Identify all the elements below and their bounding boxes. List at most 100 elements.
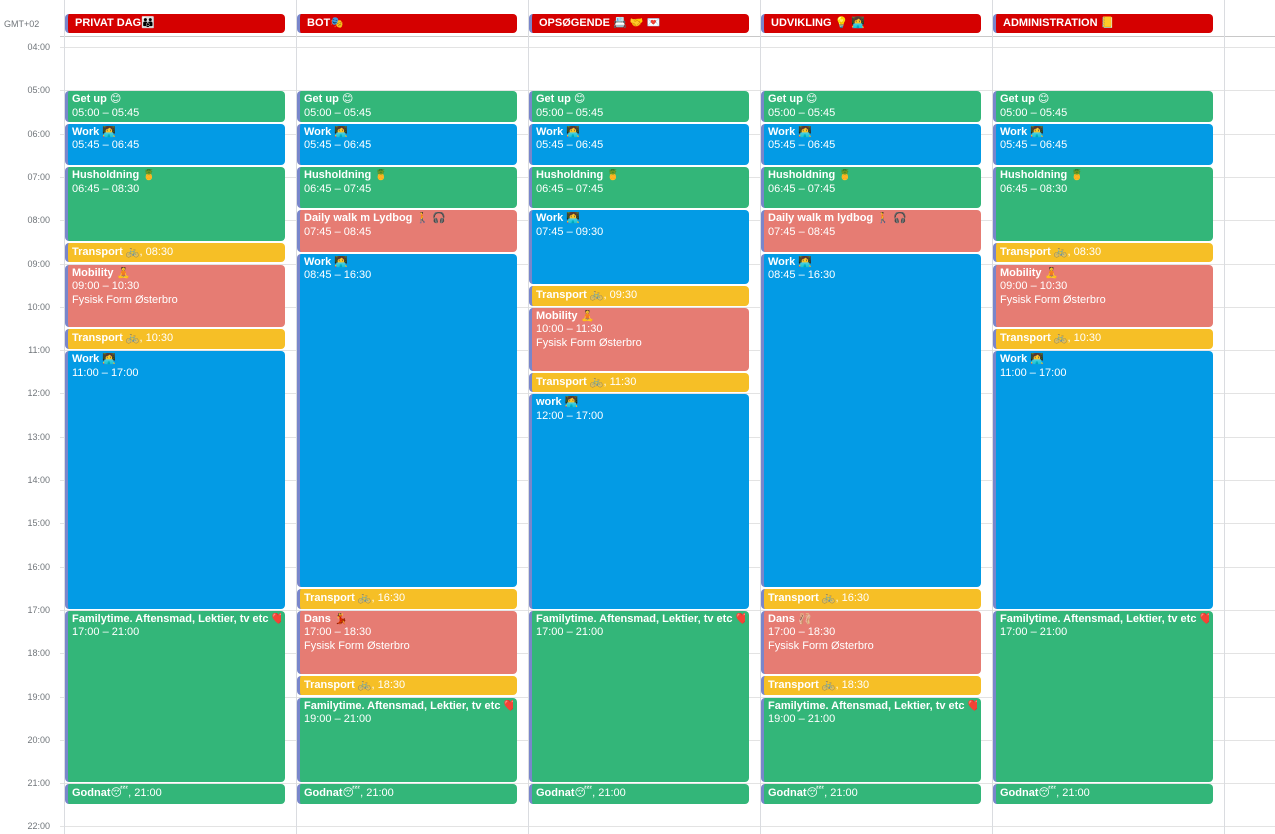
hour-gridline — [60, 47, 1275, 48]
calendar-event[interactable]: Godnat😴, 21:00 — [529, 784, 749, 804]
calendar-event[interactable]: Mobility 🧘 09:00 – 10:30 Fysisk Form Øster… — [65, 264, 285, 328]
event-time: 06:45 – 08:30 — [72, 182, 140, 195]
calendar-event[interactable]: Familytime. Aftensmad, Lektier, tv etc ❤… — [761, 697, 981, 783]
event-title: Get up 😊 — [768, 93, 818, 106]
calendar-event[interactable]: Husholdning 🍍 06:45 – 07:45 — [761, 167, 981, 209]
event-time: , 21:00 — [592, 787, 626, 800]
all-day-event[interactable]: OPSØGENDE 📇 🤝 💌 — [529, 14, 749, 33]
event-title: work 👩‍💻 — [536, 396, 579, 409]
calendar-event[interactable]: Transport 🚲, 16:30 — [297, 589, 517, 609]
calendar-event[interactable]: Transport 🚲, 18:30 — [761, 675, 981, 696]
calendar-event[interactable]: Familytime. Aftensmad, Lektier, tv etc ❤… — [65, 610, 285, 783]
calendar-event[interactable]: Get up 😊 05:00 – 05:45 — [993, 91, 1213, 122]
event-location: Fysisk Form Østerbro — [536, 336, 642, 349]
calendar-event[interactable]: Dans 💃 17:00 – 18:30 Fysisk Form Østerbro — [297, 610, 517, 674]
hour-gridline — [60, 783, 1275, 785]
event-title: Transport 🚲 — [304, 678, 372, 691]
calendar-event[interactable]: Work 👩‍💻 08:45 – 16:30 — [297, 253, 517, 588]
hour-label: 11:00 — [28, 345, 50, 356]
event-title: Godnat😴 — [72, 787, 129, 800]
all-day-event[interactable]: UDVIKLING 💡 👩‍💻 — [761, 14, 981, 33]
column-divider — [760, 0, 761, 834]
event-time: 05:00 – 05:45 — [536, 106, 604, 119]
calendar-event[interactable]: Get up 😊 05:00 – 05:45 — [65, 91, 285, 122]
calendar-event[interactable]: Godnat😴, 21:00 — [297, 784, 517, 804]
event-title: Work 👩‍💻 — [72, 125, 117, 138]
calendar-event[interactable]: Transport 🚲, 08:30 — [65, 242, 285, 263]
event-time: 07:45 – 08:45 — [304, 225, 372, 238]
calendar-event[interactable]: work 👩‍💻 12:00 – 17:00 — [529, 394, 749, 609]
event-time: 08:45 – 16:30 — [304, 269, 372, 282]
calendar-event[interactable]: Godnat😴, 21:00 — [761, 784, 981, 804]
all-day-event[interactable]: PRIVAT DAG👪 — [65, 14, 285, 33]
hour-label: 06:00 — [27, 128, 50, 139]
event-title: Work 👩‍💻 — [1000, 125, 1045, 138]
calendar-event[interactable]: Transport 🚲, 09:30 — [529, 286, 749, 306]
hour-label: 22:00 — [27, 821, 50, 832]
calendar-event[interactable]: Daily walk m lydbog 🚶 🎧 07:45 – 08:45 — [761, 210, 981, 252]
hour-label: 05:00 — [27, 85, 50, 96]
event-title: Daily walk m lydbog 🚶 🎧 — [768, 212, 907, 225]
event-title: Husholdning 🍍 — [536, 169, 620, 182]
event-time: 06:45 – 07:45 — [536, 182, 604, 195]
calendar-event[interactable]: Transport 🚲, 10:30 — [993, 329, 1213, 350]
event-title: Work 👩‍💻 — [768, 125, 813, 138]
event-time: 05:00 – 05:45 — [304, 106, 372, 119]
calendar-event[interactable]: Godnat😴, 21:00 — [65, 784, 285, 804]
calendar-event[interactable]: Husholdning 🍍 06:45 – 07:45 — [529, 167, 749, 209]
event-title: Godnat😴 — [304, 787, 361, 800]
calendar-event[interactable]: Work 👩‍💻 05:45 – 06:45 — [297, 123, 517, 166]
column-divider — [296, 0, 297, 834]
event-time: , 21:00 — [360, 787, 394, 800]
event-title: Transport 🚲 — [304, 592, 372, 605]
calendar-event[interactable]: Godnat😴, 21:00 — [993, 784, 1213, 804]
hour-label: 04:00 — [27, 42, 50, 52]
event-time: 05:00 – 05:45 — [768, 106, 836, 119]
calendar-event[interactable]: Transport 🚲, 10:30 — [65, 329, 285, 350]
calendar-event[interactable]: Dans 🩰 17:00 – 18:30 Fysisk Form Østerbro — [761, 610, 981, 674]
calendar-event[interactable]: Work 👩‍💻 05:45 – 06:45 — [529, 123, 749, 166]
calendar-event[interactable]: Work 👩‍💻 05:45 – 06:45 — [993, 123, 1213, 166]
all-day-event[interactable]: BOT🎭 — [297, 14, 517, 33]
event-time: , 08:30 — [139, 245, 174, 258]
calendar-event[interactable]: Work 👩‍💻 11:00 – 17:00 — [65, 351, 285, 609]
calendar-event[interactable]: Familytime. Aftensmad, Lektier, tv etc ❤… — [993, 610, 1213, 783]
event-title: Transport 🚲 — [1000, 332, 1068, 345]
calendar-event[interactable]: Transport 🚲, 16:30 — [761, 589, 981, 609]
calendar-event[interactable]: Husholdning 🍍 06:45 – 08:30 — [65, 167, 285, 241]
calendar-event[interactable]: Transport 🚲, 18:30 — [297, 675, 517, 696]
event-time: 17:00 – 18:30 — [304, 626, 372, 639]
calendar-event[interactable]: Transport 🚲, 08:30 — [993, 242, 1213, 263]
hour-label: 09:00 — [27, 258, 50, 269]
event-time: 06:45 – 07:45 — [304, 182, 372, 195]
event-title: Transport 🚲 — [768, 592, 836, 605]
calendar-event[interactable]: Get up 😊 05:00 – 05:45 — [297, 91, 517, 122]
all-day-event[interactable]: ADMINISTRATION 📒 — [993, 14, 1213, 33]
column-divider — [64, 0, 65, 834]
event-time: 11:00 – 17:00 — [72, 366, 139, 379]
calendar-event[interactable]: Work 👩‍💻 05:45 – 06:45 — [761, 123, 981, 166]
calendar-event[interactable]: Mobility 🧘 09:00 – 10:30 Fysisk Form Øster… — [993, 264, 1213, 328]
calendar-event[interactable]: Familytime. Aftensmad, Lektier, tv etc ❤… — [529, 610, 749, 783]
calendar-event[interactable]: Work 👩‍💻 11:00 – 17:00 — [993, 351, 1213, 609]
event-time: , 10:30 — [139, 332, 174, 345]
hour-gridline — [60, 826, 1275, 828]
calendar-event[interactable]: Husholdning 🍍 06:45 – 08:30 — [993, 167, 1213, 241]
hour-label: 21:00 — [27, 778, 50, 789]
calendar-event[interactable]: Transport 🚲, 11:30 — [529, 372, 749, 393]
calendar-event[interactable]: Daily walk m Lydbog 🚶 🎧 07:45 – 08:45 — [297, 210, 517, 252]
column-divider — [1224, 0, 1225, 834]
calendar-event[interactable]: Work 👩‍💻 07:45 – 09:30 — [529, 210, 749, 285]
event-title: Get up 😊 — [304, 93, 354, 106]
hour-label: 10:00 — [27, 301, 50, 312]
calendar-event[interactable]: Get up 😊 05:00 – 05:45 — [529, 91, 749, 122]
calendar-event[interactable]: Work 👩‍💻 08:45 – 16:30 — [761, 253, 981, 588]
calendar-event[interactable]: Work 👩‍💻 05:45 – 06:45 — [65, 123, 285, 166]
calendar-event[interactable]: Get up 😊 05:00 – 05:45 — [761, 91, 981, 122]
event-title: Get up 😊 — [1000, 93, 1050, 106]
calendar-event[interactable]: Husholdning 🍍 06:45 – 07:45 — [297, 167, 517, 209]
hour-label: 20:00 — [27, 734, 50, 745]
event-title: Transport 🚲 — [536, 375, 604, 388]
calendar-event[interactable]: Familytime. Aftensmad, Lektier, tv etc ❤… — [297, 697, 517, 783]
calendar-event[interactable]: Mobility 🧘 10:00 – 11:30 Fysisk Form Øster… — [529, 307, 749, 371]
